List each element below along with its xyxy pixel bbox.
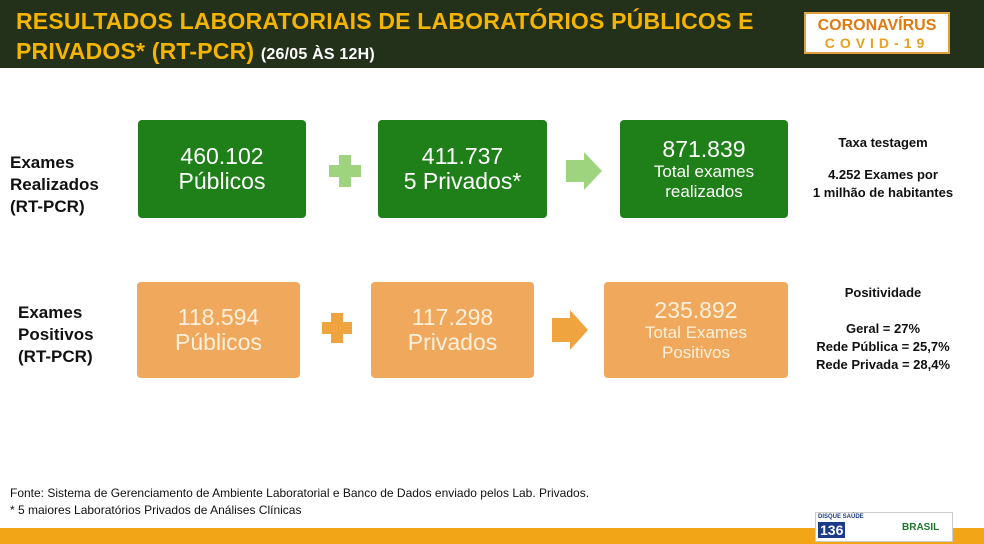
stat-label: 5 Privados*	[403, 168, 522, 194]
note-line: Geral = 27%	[845, 321, 921, 336]
note-line: 4.252 Exames por	[828, 167, 938, 182]
row-label: Exames Positivos (RT-PCR)	[18, 302, 94, 368]
arrow-icon	[566, 152, 602, 190]
stat-box: 118.594 Públicos	[137, 282, 300, 378]
plus-icon	[329, 155, 361, 187]
arrow-icon	[552, 310, 588, 350]
footer-strip	[0, 528, 984, 544]
stat-label: Positivos	[661, 342, 731, 362]
stat-label: realizados	[665, 181, 743, 201]
side-note: Positividade Geral = 27% Rede Pública = 25…	[793, 284, 973, 374]
plus-icon	[322, 313, 352, 343]
stat-box: 460.102 Públicos	[138, 120, 306, 218]
stat-box: 117.298 Privados	[371, 282, 534, 378]
row-label-line: Exames	[10, 153, 75, 172]
row-label-line: Positivos	[18, 325, 94, 344]
brand: BRASIL	[902, 522, 940, 533]
stat-label: Total Exames	[644, 322, 748, 342]
note-title: Positividade	[844, 285, 922, 300]
stat-number: 871.839	[662, 135, 746, 162]
stat-number: 460.102	[180, 143, 264, 169]
date: (26/05 ÀS 12H)	[260, 46, 375, 63]
stat-number: 118.594	[177, 304, 260, 330]
stat-label: Públicos	[175, 329, 262, 355]
stat-number: 235.892	[654, 296, 738, 323]
stat-box: 411.737 5 Privados*	[378, 120, 547, 218]
covid-badge: CORONAVÍRUS COVID-19	[804, 12, 950, 54]
note-line: 1 milhão de habitantes	[812, 185, 954, 200]
stat-number: 117.298	[411, 304, 494, 330]
hotline-label: DISQUE SAÚDE	[818, 514, 864, 520]
badge-subtitle: COVID-19	[824, 35, 930, 51]
badge-title: CORONAVÍRUS	[817, 17, 937, 34]
source: Fonte: Sistema de Gerenciamento de Ambie…	[10, 486, 590, 500]
title-line2: PRIVADOS* (RT-PCR) (26/05 ÀS 12H)	[16, 38, 375, 65]
row-label-line: (RT-PCR)	[18, 347, 93, 366]
stat-label: Total exames	[653, 161, 755, 181]
stat-box: 871.839 Total exames realizados	[620, 120, 788, 218]
note-title: Taxa testagem	[838, 135, 928, 150]
row-label-line: (RT-PCR)	[10, 197, 85, 216]
stat-label: Privados	[407, 329, 498, 355]
side-note: Taxa testagem 4.252 Exames por 1 milhão de…	[793, 134, 973, 202]
row-label-line: Realizados	[10, 175, 99, 194]
row-label-line: Exames	[18, 303, 83, 322]
footnote: * 5 maiores Laboratórios Privados de Aná…	[10, 503, 302, 517]
stat-number: 411.737	[421, 143, 504, 169]
note-line: Rede Privada = 28,4%	[815, 357, 951, 372]
hotline-number: 136	[818, 522, 846, 538]
title: RESULTADOS LABORATORIAIS DE LABORATÓRIOS…	[16, 8, 754, 34]
row-label: Exames Realizados (RT-PCR)	[10, 152, 99, 218]
logos: DISQUE SAÚDE 136 BRASIL	[815, 512, 953, 542]
stat-label: Públicos	[178, 168, 266, 194]
stat-box: 235.892 Total Exames Positivos	[604, 282, 788, 378]
note-line: Rede Pública = 25,7%	[816, 339, 950, 354]
title: PRIVADOS* (RT-PCR)	[16, 38, 255, 64]
